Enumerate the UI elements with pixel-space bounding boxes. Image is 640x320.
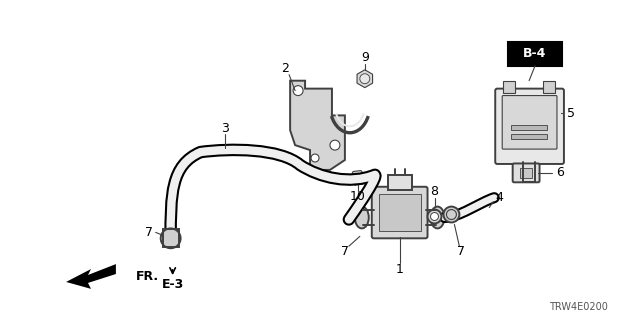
Text: 3: 3 <box>221 122 229 135</box>
Text: B-4: B-4 <box>524 47 547 60</box>
Text: 4: 4 <box>495 191 503 204</box>
Bar <box>163 229 179 247</box>
FancyBboxPatch shape <box>508 42 562 66</box>
Circle shape <box>354 174 362 182</box>
Bar <box>511 134 547 139</box>
Bar <box>503 81 515 92</box>
Polygon shape <box>66 264 116 289</box>
Bar <box>520 168 532 178</box>
Bar <box>379 194 420 231</box>
Text: 6: 6 <box>556 166 564 180</box>
Bar <box>511 125 547 130</box>
Circle shape <box>293 86 303 96</box>
FancyBboxPatch shape <box>372 187 428 238</box>
Polygon shape <box>357 70 372 88</box>
Circle shape <box>330 140 340 150</box>
FancyBboxPatch shape <box>513 164 540 182</box>
Polygon shape <box>290 81 345 170</box>
Polygon shape <box>350 171 365 185</box>
Circle shape <box>431 212 438 220</box>
Circle shape <box>360 74 370 84</box>
Text: 7: 7 <box>341 245 349 258</box>
Ellipse shape <box>355 207 369 228</box>
Text: 2: 2 <box>281 62 289 75</box>
Text: 7: 7 <box>458 245 465 258</box>
FancyBboxPatch shape <box>502 96 557 149</box>
Text: 9: 9 <box>361 52 369 64</box>
Text: FR.: FR. <box>136 270 159 284</box>
Circle shape <box>444 207 460 222</box>
Text: 10: 10 <box>350 190 366 203</box>
Text: E-3: E-3 <box>161 278 184 292</box>
Bar <box>388 175 412 190</box>
Circle shape <box>428 210 442 223</box>
Bar <box>543 81 555 92</box>
FancyBboxPatch shape <box>495 89 564 164</box>
Text: 7: 7 <box>145 226 153 239</box>
Text: 8: 8 <box>431 185 438 198</box>
Text: TRW4E0200: TRW4E0200 <box>549 302 608 312</box>
Text: 5: 5 <box>567 107 575 120</box>
Text: 1: 1 <box>396 262 404 276</box>
Circle shape <box>311 154 319 162</box>
Ellipse shape <box>431 207 444 228</box>
